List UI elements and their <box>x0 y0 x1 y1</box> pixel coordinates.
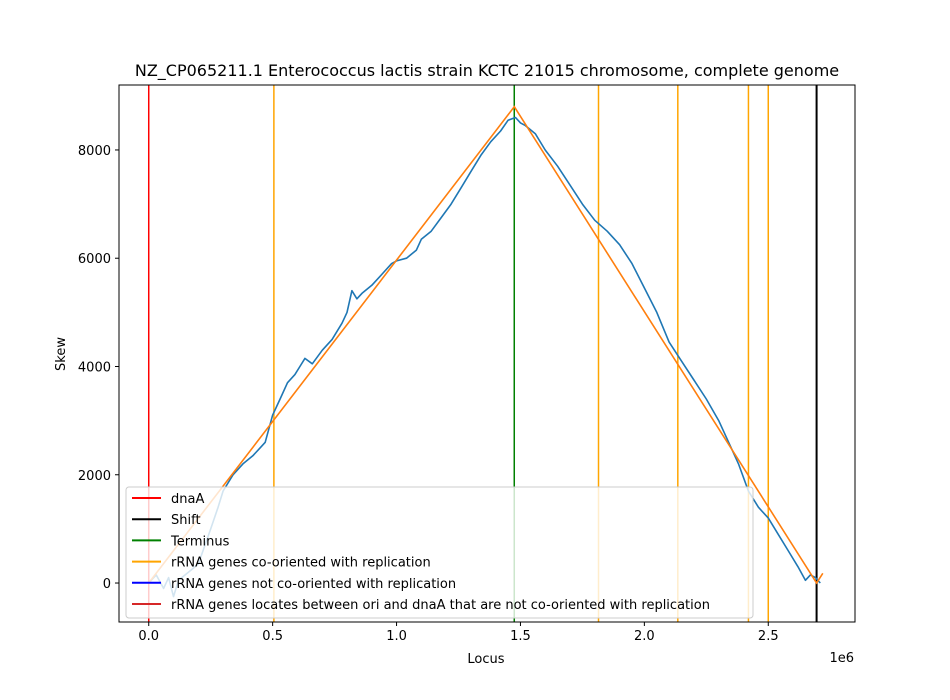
x-axis-label: Locus <box>467 652 504 667</box>
legend-label-rrna-genes-co-oriented-with-replication: rRNA genes co-oriented with replication <box>171 556 431 571</box>
y-tick-label: 6000 <box>78 252 111 267</box>
y-tick-label: 2000 <box>78 469 111 484</box>
y-tick-label: 4000 <box>78 360 111 375</box>
skew-series-line <box>148 116 821 598</box>
plot-area <box>147 85 824 622</box>
legend-label-rrna-genes-not-co-oriented-with-replication: rRNA genes not co-oriented with replicat… <box>171 577 456 592</box>
x-tick-label: 1.0 <box>386 629 407 644</box>
legend-label-dnaa: dnaA <box>171 492 204 507</box>
x-tick-label: 0.5 <box>262 629 283 644</box>
axes-frame <box>118 84 856 623</box>
legend: dnaA Shift Terminus rRNA genes co-oriented … <box>125 486 754 619</box>
x-tick-label: 2.5 <box>758 629 779 644</box>
axes: 0.0 0.5 1.0 1.5 2.0 2.5 0 2000 4000 6000 8000 <box>78 84 856 644</box>
y-axis-label: Skew <box>54 337 69 371</box>
fit-series-line <box>148 105 824 585</box>
x-tick-label: 2.0 <box>634 629 655 644</box>
x-tick-label: 0.0 <box>138 629 159 644</box>
chart-title: NZ_CP065211.1 Enterococcus lactis strain… <box>135 61 839 81</box>
x-tick-label: 1.5 <box>510 629 531 644</box>
y-tick-label: 8000 <box>78 144 111 159</box>
legend-label-shift: Shift <box>171 513 201 528</box>
legend-label-terminus: Terminus <box>170 534 230 549</box>
y-tick-label: 0 <box>103 577 111 592</box>
legend-box <box>125 486 754 619</box>
legend-label-rrna-genes-locates-between-ori-and-dnaa-that-are-not-co-oriented-with-replication: rRNA genes locates between ori and dnaA … <box>171 598 710 613</box>
x-axis-offset-label: 1e6 <box>829 651 854 666</box>
